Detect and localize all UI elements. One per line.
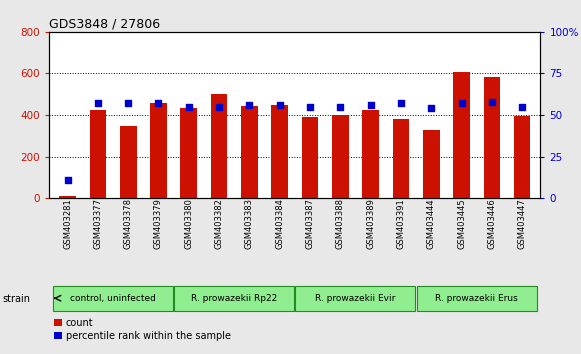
Text: GSM403391: GSM403391	[396, 198, 406, 249]
Bar	[514, 116, 530, 198]
Text: GSM403379: GSM403379	[154, 198, 163, 249]
Text: GSM403446: GSM403446	[487, 198, 496, 249]
FancyBboxPatch shape	[53, 286, 173, 311]
Text: R. prowazekii Rp22: R. prowazekii Rp22	[191, 294, 277, 303]
Legend: count, percentile rank within the sample: count, percentile rank within the sample	[54, 318, 231, 341]
Bar	[483, 76, 500, 198]
FancyBboxPatch shape	[296, 286, 415, 311]
Bar	[59, 196, 76, 198]
Text: GSM403445: GSM403445	[457, 198, 466, 249]
Point	[336, 104, 345, 110]
Point	[214, 104, 224, 110]
Point	[518, 104, 527, 110]
Point	[396, 101, 406, 106]
Text: GDS3848 / 27806: GDS3848 / 27806	[49, 18, 160, 31]
Bar	[363, 110, 379, 198]
Point	[124, 101, 133, 106]
Bar	[302, 117, 318, 198]
Text: GSM403389: GSM403389	[366, 198, 375, 249]
Bar	[393, 119, 409, 198]
Bar	[211, 94, 227, 198]
Text: GSM403384: GSM403384	[275, 198, 284, 249]
FancyBboxPatch shape	[174, 286, 294, 311]
Bar	[332, 115, 349, 198]
Point	[93, 101, 102, 106]
Bar	[181, 108, 197, 198]
Text: control, uninfected: control, uninfected	[70, 294, 156, 303]
Text: GSM403387: GSM403387	[306, 198, 314, 249]
Text: GSM403388: GSM403388	[336, 198, 345, 249]
Point	[457, 101, 466, 106]
Text: GSM403378: GSM403378	[124, 198, 132, 249]
Point	[426, 105, 436, 111]
Text: GSM403377: GSM403377	[94, 198, 102, 249]
Point	[487, 99, 497, 104]
Text: GSM403281: GSM403281	[63, 198, 72, 249]
Bar	[271, 105, 288, 198]
Point	[245, 102, 254, 108]
Text: R. prowazekii Evir: R. prowazekii Evir	[315, 294, 396, 303]
Text: strain: strain	[3, 294, 31, 304]
Bar	[120, 126, 137, 198]
Bar	[453, 73, 470, 198]
Point	[275, 102, 284, 108]
Text: R. prowazekii Erus: R. prowazekii Erus	[435, 294, 518, 303]
Point	[184, 104, 193, 110]
Bar	[150, 103, 167, 198]
Text: GSM403447: GSM403447	[518, 198, 526, 249]
Bar	[89, 110, 106, 198]
Text: GSM403380: GSM403380	[184, 198, 193, 249]
FancyBboxPatch shape	[417, 286, 537, 311]
Bar	[423, 130, 440, 198]
Point	[306, 104, 315, 110]
Bar	[241, 106, 258, 198]
Text: GSM403444: GSM403444	[426, 198, 436, 249]
Point	[63, 177, 72, 183]
Text: GSM403383: GSM403383	[245, 198, 254, 249]
Point	[154, 101, 163, 106]
Text: GSM403382: GSM403382	[214, 198, 224, 249]
Point	[366, 102, 375, 108]
